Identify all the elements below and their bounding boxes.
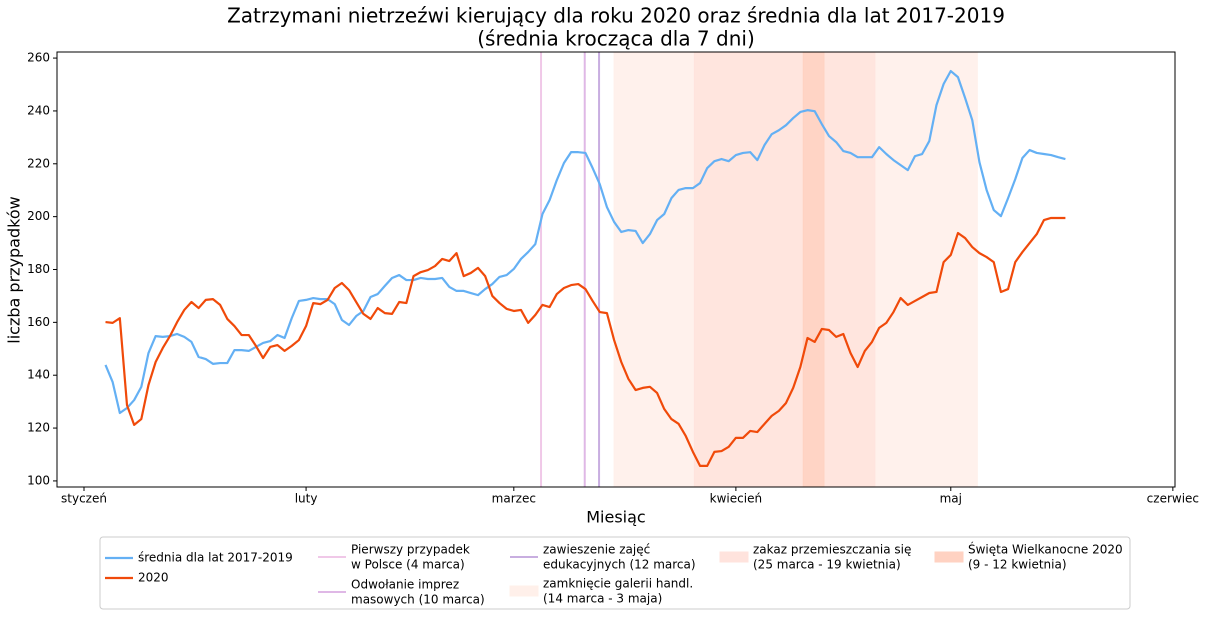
series-line xyxy=(104,69,1066,415)
legend-label: (14 marca - 3 maja) xyxy=(543,592,662,606)
highlight-span xyxy=(802,51,825,488)
legend-swatch xyxy=(934,551,964,563)
y-tick-label: 160 xyxy=(27,315,50,329)
legend-label: Święta Wielkanocne 2020 xyxy=(968,542,1123,557)
series-line xyxy=(105,216,1066,467)
legend-label: Odwołanie imprez xyxy=(351,578,459,592)
y-tick-label: 260 xyxy=(27,51,50,65)
legend-box xyxy=(99,536,1131,610)
legend-label: Pierwszy przypadek xyxy=(351,543,470,557)
y-tick-label: 140 xyxy=(27,368,50,382)
legend-label: masowych (10 marca) xyxy=(351,593,485,607)
x-tick-label: marzec xyxy=(492,492,536,506)
legend-label: zakaz przemieszczania się xyxy=(753,543,911,557)
y-tick-label: 240 xyxy=(27,103,50,117)
legend-swatch xyxy=(509,585,539,597)
y-tick-label: 200 xyxy=(27,209,50,223)
highlight-span xyxy=(693,51,876,488)
y-tick-label: 100 xyxy=(27,473,50,487)
legend-label: (9 - 12 kwietnia) xyxy=(968,558,1067,572)
y-tick-label: 120 xyxy=(27,421,50,435)
x-tick-label: luty xyxy=(295,492,318,506)
x-tick-label: czerwiec xyxy=(1147,492,1199,506)
x-tick-label: maj xyxy=(940,492,962,506)
legend-swatch xyxy=(719,551,749,563)
legend-label: średnia dla lat 2017-2019 xyxy=(138,551,293,565)
y-axis-label: liczba przypadków xyxy=(5,196,24,343)
chart-subtitle: (średnia krocząca dla 7 dni) xyxy=(477,27,755,51)
legend-label: edukacyjnych (12 marca) xyxy=(543,558,696,572)
chart-title: Zatrzymani nietrzeźwi kierujący dla roku… xyxy=(227,4,1005,28)
y-tick-label: 180 xyxy=(27,262,50,276)
plot-area xyxy=(104,51,1066,488)
x-tick-label: kwiecień xyxy=(710,492,762,506)
legend-label: zawieszenie zajęć xyxy=(543,543,650,557)
y-tick-label: 220 xyxy=(27,156,50,170)
legend-label: w Polsce (4 marca) xyxy=(351,558,465,572)
legend-label: zamknięcie galerii handl. xyxy=(543,577,693,591)
legend-label: 2020 xyxy=(138,571,169,585)
x-axis-label: Miesiąc xyxy=(586,508,645,527)
legend-label: (25 marca - 19 kwietnia) xyxy=(753,558,901,572)
x-tick-label: styczeń xyxy=(61,492,107,506)
